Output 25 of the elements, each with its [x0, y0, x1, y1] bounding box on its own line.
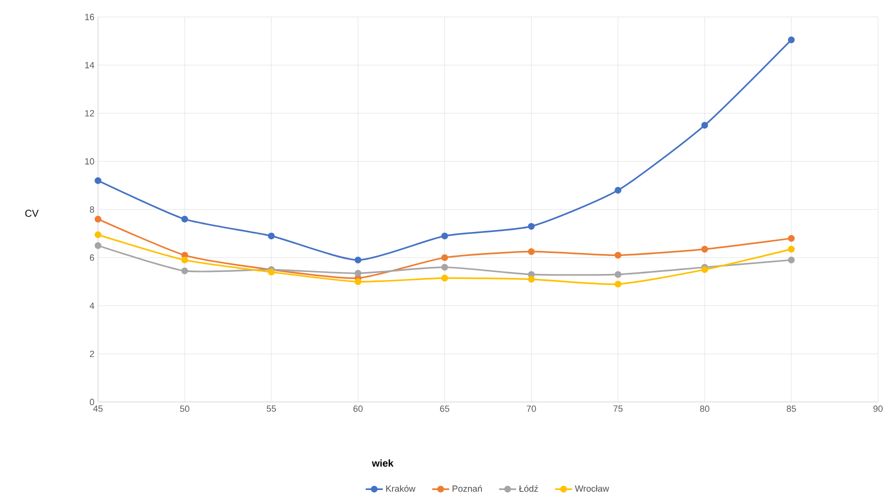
x-tick-label: 55	[266, 406, 276, 412]
x-axis-title: wiek	[372, 459, 394, 467]
legend-label: Kraków	[386, 485, 416, 492]
legend-label: Wrocław	[574, 485, 610, 492]
x-tick-label: 50	[180, 406, 190, 412]
x-tick-label: 65	[440, 406, 450, 412]
x-tick-label: 80	[700, 406, 710, 412]
legend-label: Poznań	[452, 485, 482, 492]
y-tick-label: 8	[90, 206, 94, 213]
y-tick-label: 12	[85, 110, 94, 116]
x-tick-label: 85	[786, 406, 796, 412]
x-tick-label: 45	[93, 406, 103, 412]
y-tick-label: 0	[90, 398, 94, 406]
x-tick-label: 90	[873, 406, 883, 412]
y-tick-label: 14	[85, 62, 94, 68]
y-tick-label: 6	[90, 254, 94, 261]
y-tick-label: 2	[90, 350, 94, 357]
x-tick-label: 70	[526, 406, 536, 412]
legend-label: Łódź	[518, 485, 538, 492]
y-tick-label: 10	[85, 158, 94, 165]
x-tick-label: 75	[613, 406, 623, 412]
x-tick-label: 60	[353, 406, 363, 412]
y-tick-label: 16	[85, 14, 94, 20]
y-tick-label: 4	[90, 302, 94, 309]
y-axis-title: CV	[25, 210, 39, 217]
